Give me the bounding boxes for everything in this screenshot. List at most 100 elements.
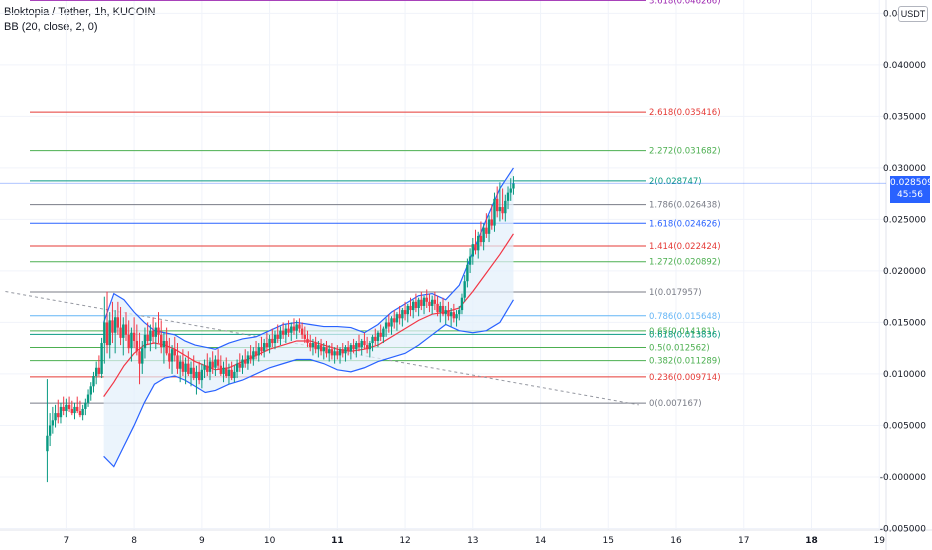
candle-body bbox=[225, 367, 228, 376]
x-tick-label: 10 bbox=[264, 536, 276, 546]
candle-body bbox=[195, 371, 198, 379]
candle-body bbox=[458, 310, 461, 315]
candle-body bbox=[254, 351, 258, 356]
candle-body bbox=[466, 264, 469, 282]
y-tick-label: 0.040000 bbox=[883, 61, 926, 71]
candle-body bbox=[401, 310, 404, 319]
candle-body bbox=[119, 327, 122, 338]
candle-body bbox=[67, 404, 71, 409]
candle-body bbox=[227, 369, 231, 376]
candle-body bbox=[46, 435, 49, 452]
candle-body bbox=[189, 367, 193, 374]
y-tick-label: -0.005000 bbox=[880, 524, 926, 534]
candle-body bbox=[336, 351, 339, 356]
candle-body bbox=[374, 336, 377, 341]
candle-countdown: 45:56 bbox=[897, 190, 923, 200]
candle-body bbox=[113, 317, 117, 333]
candle-body bbox=[314, 343, 317, 350]
candle-body bbox=[433, 299, 437, 304]
candle-body bbox=[477, 235, 480, 251]
fib-level-label: 3.618(0.046266) bbox=[649, 0, 721, 6]
candle-body bbox=[208, 361, 212, 372]
candle-body bbox=[178, 361, 182, 369]
candle-body bbox=[70, 408, 74, 414]
candle-body bbox=[341, 349, 344, 354]
candle-body bbox=[268, 338, 271, 348]
fib-level-label: 0.236(0.009714) bbox=[649, 373, 721, 383]
y-tick-label: 0.030000 bbox=[883, 164, 926, 174]
last-price-label: 0.028509 45:56 bbox=[890, 176, 932, 203]
candle-body bbox=[300, 328, 304, 335]
y-tick-label: 0.025000 bbox=[883, 215, 926, 225]
candle-body bbox=[468, 256, 472, 265]
candle-body bbox=[349, 345, 353, 352]
candle-body bbox=[482, 227, 485, 243]
x-tick-label: 9 bbox=[199, 536, 205, 546]
candle-body bbox=[105, 322, 109, 346]
bb-lower-band bbox=[103, 299, 514, 468]
candle-body bbox=[382, 328, 385, 337]
candle-body bbox=[512, 183, 515, 189]
fib-level-label: 1.272(0.020892) bbox=[649, 258, 721, 268]
candle-body bbox=[273, 334, 277, 344]
candle-body bbox=[257, 347, 260, 356]
candle-body bbox=[271, 338, 274, 344]
candle-body bbox=[281, 330, 285, 335]
candle-body bbox=[403, 310, 407, 315]
candle-body bbox=[162, 340, 166, 348]
currency-button[interactable]: USDT bbox=[898, 6, 928, 22]
candle-body bbox=[352, 345, 355, 350]
x-tick-label: 19 bbox=[873, 536, 885, 546]
candle-body bbox=[141, 348, 144, 364]
candle-body bbox=[138, 351, 141, 364]
fib-level-label: 1.618(0.024626) bbox=[649, 219, 721, 229]
candle-body bbox=[355, 343, 358, 350]
candle-body bbox=[86, 394, 90, 403]
candle-body bbox=[287, 328, 290, 333]
candle-body bbox=[379, 332, 382, 337]
fib-level-label: 0.786(0.015648) bbox=[649, 312, 721, 322]
x-tick-label: 16 bbox=[670, 536, 682, 546]
candle-body bbox=[173, 349, 176, 356]
candle-body bbox=[414, 301, 418, 309]
candle-body bbox=[59, 406, 63, 418]
candle-body bbox=[306, 338, 309, 344]
candle-body bbox=[328, 349, 331, 354]
candle-body bbox=[230, 369, 233, 379]
y-tick-label: 0.010000 bbox=[883, 370, 926, 380]
candle-body bbox=[509, 188, 512, 193]
candle-body bbox=[135, 340, 139, 352]
candle-body bbox=[395, 314, 399, 323]
candle-body bbox=[311, 343, 315, 348]
candle-body bbox=[252, 351, 255, 360]
candle-body bbox=[447, 310, 450, 317]
candle-body bbox=[487, 219, 491, 234]
candle-body bbox=[122, 324, 125, 338]
candle-body bbox=[143, 334, 147, 349]
candle-body bbox=[84, 402, 87, 409]
candle-body bbox=[170, 349, 174, 362]
candle-body bbox=[390, 318, 393, 327]
y-tick-label: -0.000000 bbox=[880, 473, 926, 483]
candle-body bbox=[94, 367, 98, 376]
candle-body bbox=[276, 334, 279, 339]
candle-body bbox=[103, 322, 106, 344]
y-tick-label: 0.020000 bbox=[883, 267, 926, 277]
candle-body bbox=[184, 363, 187, 372]
fib-level-label: 0.382(0.011289) bbox=[649, 357, 721, 367]
candle-body bbox=[365, 345, 369, 350]
y-tick-label: 0.035000 bbox=[883, 112, 926, 122]
candle-body bbox=[495, 198, 499, 212]
candle-body bbox=[284, 328, 288, 335]
fib-level-label: 2.272(0.031682) bbox=[649, 147, 721, 157]
candle-body bbox=[303, 334, 307, 339]
candle-body bbox=[319, 345, 323, 352]
candle-body bbox=[330, 349, 334, 356]
candle-body bbox=[504, 200, 507, 214]
candle-body bbox=[116, 317, 120, 328]
candle-body bbox=[81, 408, 84, 416]
candle-body bbox=[290, 326, 293, 333]
candle-body bbox=[471, 244, 475, 257]
fib-level-label: 1.786(0.026438) bbox=[649, 201, 721, 211]
